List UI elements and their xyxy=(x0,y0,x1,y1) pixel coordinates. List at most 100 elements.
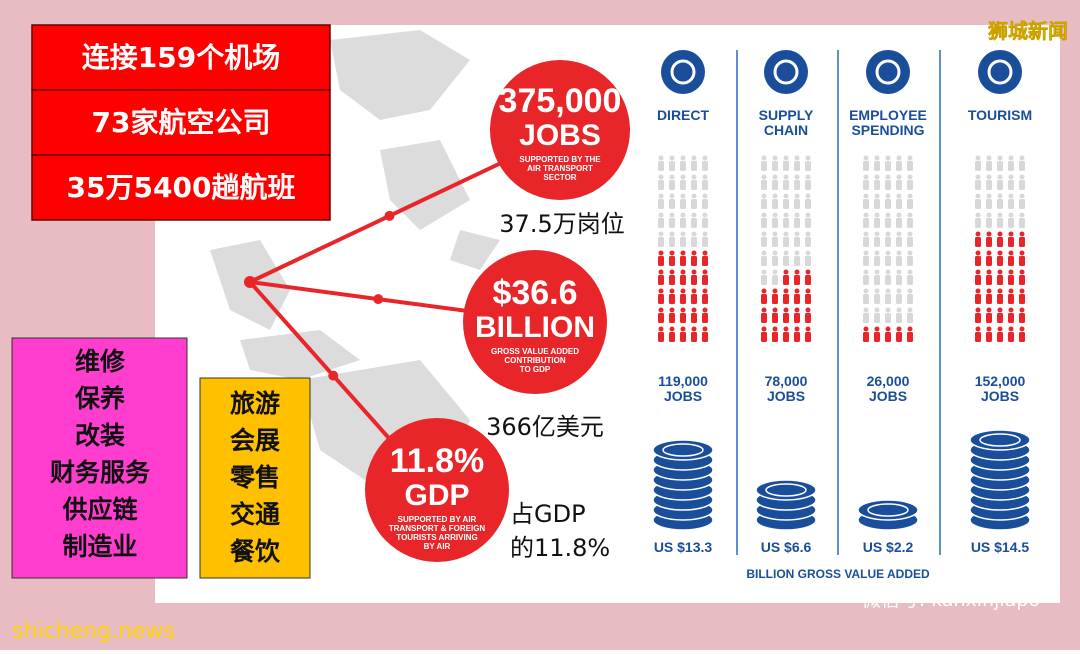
coin-top xyxy=(765,483,807,497)
stat-box-text: 连接159个机场 xyxy=(82,41,280,74)
person-head xyxy=(669,193,675,199)
person-body xyxy=(691,218,697,228)
person-head xyxy=(986,269,992,275)
wechat-id: 微信号: kanxinjiapo xyxy=(862,589,1040,611)
person-body xyxy=(772,332,778,342)
person-head xyxy=(772,326,778,332)
person-body xyxy=(805,161,811,171)
person-head xyxy=(1008,231,1014,237)
person-body xyxy=(986,218,992,228)
person-body xyxy=(669,218,675,228)
person-body xyxy=(794,161,800,171)
person-body xyxy=(669,275,675,285)
person-head xyxy=(702,193,708,199)
person-body xyxy=(986,332,992,342)
person-body xyxy=(794,180,800,190)
person-head xyxy=(783,326,789,332)
person-body xyxy=(975,237,981,247)
person-body xyxy=(986,199,992,209)
person-head xyxy=(1019,307,1025,313)
person-head xyxy=(761,269,767,275)
person-body xyxy=(794,199,800,209)
person-head xyxy=(794,155,800,161)
person-body xyxy=(997,313,1003,323)
chinese-caption: 37.5万岗位 xyxy=(499,210,624,238)
person-head xyxy=(691,326,697,332)
column-icon xyxy=(661,50,705,94)
person-head xyxy=(669,231,675,237)
person-body xyxy=(885,218,891,228)
coin xyxy=(857,499,919,521)
column-icon-inner xyxy=(875,59,901,85)
person-head xyxy=(997,212,1003,218)
person-body xyxy=(772,180,778,190)
person-head xyxy=(805,155,811,161)
person-head xyxy=(997,231,1003,237)
person-head xyxy=(907,193,913,199)
person-body xyxy=(986,313,992,323)
coin-top xyxy=(867,503,909,517)
person-body xyxy=(997,332,1003,342)
person-head xyxy=(885,269,891,275)
jobs-figure: 78,000 xyxy=(765,373,808,389)
jobs-figure: 26,000 xyxy=(867,373,910,389)
person-body xyxy=(669,313,675,323)
person-body xyxy=(1019,161,1025,171)
person-body xyxy=(794,294,800,304)
person-body xyxy=(885,294,891,304)
stat-box xyxy=(31,89,331,156)
person-body xyxy=(885,256,891,266)
person-body xyxy=(907,218,913,228)
person-body xyxy=(896,218,902,228)
person-head xyxy=(1008,174,1014,180)
person-body xyxy=(863,256,869,266)
tourism-item: 交通 xyxy=(230,500,280,529)
person-head xyxy=(1019,231,1025,237)
person-head xyxy=(885,193,891,199)
person-body xyxy=(1019,180,1025,190)
person-head xyxy=(885,231,891,237)
person-body xyxy=(772,313,778,323)
person-head xyxy=(783,307,789,313)
person-head xyxy=(794,250,800,256)
person-head xyxy=(1019,288,1025,294)
person-body xyxy=(702,199,708,209)
person-head xyxy=(783,231,789,237)
person-head xyxy=(680,250,686,256)
person-body xyxy=(805,332,811,342)
person-head xyxy=(658,174,664,180)
person-body xyxy=(794,313,800,323)
industry-item: 制造业 xyxy=(62,532,137,561)
industry-item: 维修 xyxy=(75,347,126,376)
person-head xyxy=(805,269,811,275)
person-head xyxy=(761,212,767,218)
person-head xyxy=(691,231,697,237)
person-body xyxy=(997,161,1003,171)
person-body xyxy=(772,199,778,209)
person-body xyxy=(874,180,880,190)
circle-caption: AIR TRANSPORT xyxy=(527,164,593,173)
tourism-item: 旅游 xyxy=(230,389,280,418)
person-head xyxy=(669,174,675,180)
stat-circle xyxy=(490,60,630,200)
jobs-figure: 152,000 xyxy=(975,373,1026,389)
person-head xyxy=(702,288,708,294)
person-head xyxy=(702,174,708,180)
person-body xyxy=(907,294,913,304)
person-body xyxy=(896,256,902,266)
person-body xyxy=(986,275,992,285)
coin-top xyxy=(979,433,1021,447)
tourism-item: 零售 xyxy=(229,463,280,492)
person-body xyxy=(783,161,789,171)
person-body xyxy=(885,332,891,342)
person-body xyxy=(669,161,675,171)
person-head xyxy=(669,250,675,256)
circle-caption: SUPPORTED BY AIR xyxy=(398,515,477,524)
circle-caption: SUPPORTED BY THE xyxy=(519,155,601,164)
person-body xyxy=(680,180,686,190)
person-head xyxy=(863,155,869,161)
person-head xyxy=(975,326,981,332)
person-body xyxy=(669,199,675,209)
person-body xyxy=(1008,218,1014,228)
